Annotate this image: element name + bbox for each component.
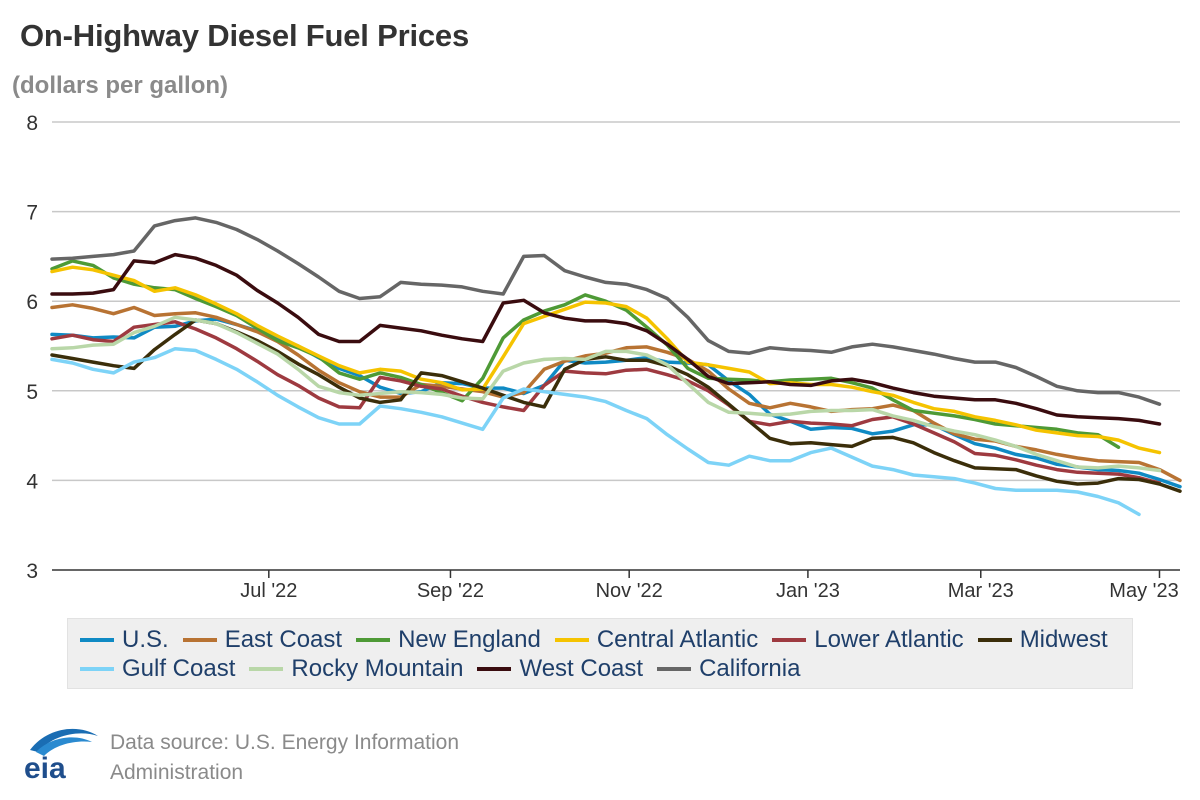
legend-item[interactable]: New England [356,626,541,654]
series-line-west-coast[interactable] [50,252,1162,426]
legend-label: Gulf Coast [122,654,236,682]
x-tick-label: May '23 [1109,580,1178,602]
chart-subtitle: (dollars per gallon) [12,72,229,99]
y-tick-label: 6 [26,291,38,314]
series-line-lower-atlantic[interactable] [50,320,1162,485]
logo-text: eia [24,752,66,782]
x-tick-label: Nov '22 [596,580,663,602]
gridlines [52,121,1180,482]
legend-swatch [249,666,284,671]
legend-row: U.S. East Coast New England Central Atlanti… [80,625,1132,654]
chart-title: On-Highway Diesel Fuel Prices [20,18,470,53]
eia-logo[interactable]: eia [22,722,102,782]
x-tick-label: Jan '23 [776,580,840,602]
legend-label: Central Atlantic [596,625,759,653]
data-source-line: Data source: U.S. Energy Information [110,731,459,754]
legend-item[interactable]: West Coast [477,655,643,683]
legend-swatch [977,637,1012,642]
y-tick-label: 4 [26,470,38,493]
y-tick-label: 8 [26,112,38,135]
x-tick-label: Sep '22 [417,580,484,602]
legend-item[interactable]: Rocky Mountain [249,655,463,683]
legend-label: Midwest [1019,625,1108,653]
legend-label: Lower Atlantic [814,625,964,653]
series-lines [50,216,1182,517]
legend-label: West Coast [519,654,644,682]
legend-label: Rocky Mountain [291,654,464,682]
legend-label: U.S. [122,625,169,653]
legend-row: Gulf Coast Rocky Mountain West Coast Califo… [80,654,1132,683]
x-tick-label: Mar '23 [948,580,1014,602]
legend-swatch [657,666,692,671]
data-source-line: Administration [110,761,244,784]
line-chart: 3 4 5 6 7 8 Jul '22 Sep '22 Nov '22 Jan '23 Mar '2… [26,112,1182,602]
legend-swatch [772,637,807,642]
legend-swatch [80,666,114,671]
legend-item[interactable]: Central Atlantic [554,625,759,654]
y-tick-label: 7 [26,202,38,225]
legend-item[interactable]: Midwest [977,625,1108,654]
legend-swatch [554,637,589,642]
y-tick-label: 5 [26,381,38,404]
x-tick-label: Jul '22 [240,580,297,602]
y-tick-label: 3 [26,560,38,583]
legend: U.S. East Coast New England Central Atlanti… [67,618,1133,689]
axes: 3 4 5 6 7 8 Jul '22 Sep '22 Nov '22 Jan '23 Mar '2… [26,112,1180,602]
legend-label: East Coast [224,625,343,653]
legend-swatch [477,666,512,671]
data-source-note: Data source: U.S. Energy Information Adm… [110,728,530,788]
legend-swatch [80,637,114,642]
series-line-california[interactable] [50,216,1162,406]
legend-item[interactable]: Lower Atlantic [772,625,964,654]
legend-item[interactable]: U.S. [80,626,169,654]
legend-item[interactable]: East Coast [182,625,343,654]
series-line-rocky-mountain[interactable] [50,315,1162,473]
series-line-central-atlantic[interactable] [50,265,1162,455]
legend-label: New England [398,625,541,653]
legend-swatch [182,637,217,642]
legend-item[interactable]: Gulf Coast [80,655,235,683]
series-line-new-england[interactable] [50,259,1121,449]
legend-swatch [356,637,391,642]
legend-label: California [699,654,801,682]
series-line-gulf-coast[interactable] [50,346,1141,517]
legend-item[interactable]: California [657,655,800,683]
